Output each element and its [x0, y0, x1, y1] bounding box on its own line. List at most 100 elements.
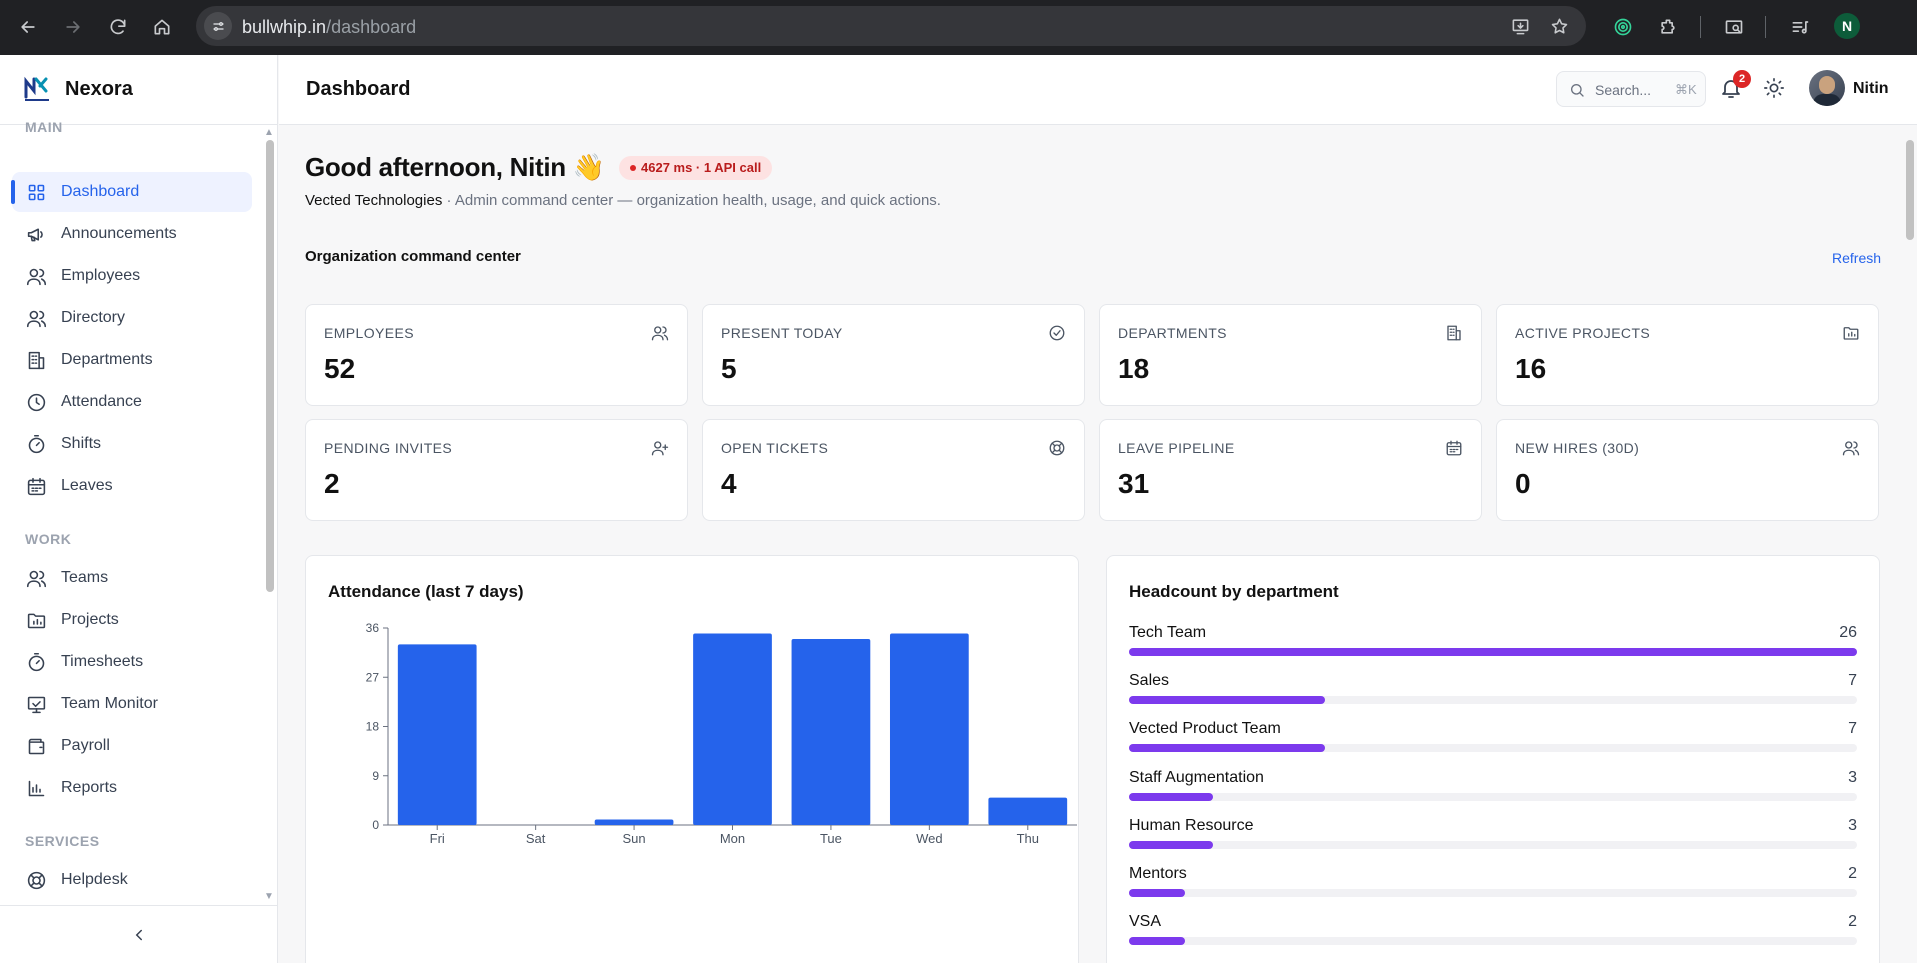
department-row: Tech Team 26	[1129, 624, 1857, 664]
sidebar-item-departments[interactable]: Departments	[12, 340, 252, 380]
stat-card-active-projects[interactable]: ACTIVE PROJECTS 16	[1496, 304, 1879, 406]
department-bar-track	[1129, 792, 1857, 801]
extensions-puzzle-icon[interactable]	[1654, 13, 1682, 41]
stat-value: 18	[1118, 353, 1150, 384]
user-plus-icon	[651, 441, 669, 456]
bookmark-star-icon[interactable]	[1545, 12, 1573, 40]
layout-grid-icon	[28, 184, 45, 201]
media-controls-icon[interactable]	[1786, 13, 1814, 41]
sidebar-item-leaves[interactable]: Leaves	[12, 466, 252, 506]
collapse-sidebar-button[interactable]	[0, 905, 278, 963]
department-count: 7	[1848, 720, 1857, 738]
users-icon	[26, 268, 47, 286]
forward-icon[interactable]	[59, 13, 87, 41]
install-app-icon[interactable]	[1506, 12, 1534, 40]
department-count: 7	[1848, 672, 1857, 690]
sidebar-item-team-monitor[interactable]: Team Monitor	[12, 684, 252, 724]
stat-card-open-tickets[interactable]: OPEN TICKETS 4	[702, 419, 1085, 521]
sidebar-item-teams[interactable]: Teams	[12, 558, 252, 598]
nexora-logo-icon	[24, 76, 49, 101]
sidebar-item-shifts[interactable]: Shifts	[12, 424, 252, 464]
sidebar-item-payroll[interactable]: Payroll	[12, 726, 252, 766]
department-name: Sales	[1129, 672, 1170, 690]
sidebar-item-dashboard[interactable]: Dashboard	[11, 172, 252, 212]
attendance-bar	[397, 644, 477, 825]
y-tick-label: 0	[372, 818, 379, 832]
stat-card-leave-pipeline[interactable]: LEAVE PIPELINE 31	[1099, 419, 1482, 521]
life-buoy-icon	[27, 871, 46, 890]
department-count: 3	[1848, 768, 1857, 786]
stat-card-departments[interactable]: DEPARTMENTS 18	[1099, 304, 1482, 406]
sidebar-item-employees[interactable]: Employees	[12, 256, 252, 296]
sidebar-item-attendance[interactable]: Attendance	[12, 382, 252, 422]
extension-target-icon[interactable]	[1609, 13, 1637, 41]
sidebar-item-label: Reports	[61, 779, 118, 796]
folder-chart-icon	[27, 613, 46, 629]
stat-value: 52	[324, 353, 356, 384]
address-bar[interactable]: bullwhip.in/dashboard	[196, 6, 1586, 46]
refresh-link[interactable]: Refresh	[1832, 250, 1882, 266]
stat-label: OPEN TICKETS	[721, 440, 829, 456]
page-title: Dashboard	[306, 78, 411, 100]
stat-label: PRESENT TODAY	[721, 325, 843, 341]
sidebar-item-reports[interactable]: Reports	[12, 768, 252, 808]
department-row: Vected Product Team 7	[1129, 720, 1857, 760]
sidebar-item-helpdesk[interactable]: Helpdesk	[12, 860, 252, 900]
brand[interactable]: Nexora	[0, 55, 278, 125]
department-row: Mentors 2	[1129, 865, 1857, 905]
x-tick-label: Tue	[820, 831, 842, 846]
stat-card-pending-invites[interactable]: PENDING INVITES 2	[305, 419, 688, 521]
department-bar-track	[1129, 889, 1857, 897]
theme-toggle-button[interactable]	[1763, 77, 1787, 101]
sidebar-item-label: Teams	[61, 569, 109, 586]
stat-card-new-hires[interactable]: NEW HIRES (30D) 0	[1496, 419, 1879, 521]
main-scrollbar[interactable]	[1906, 140, 1914, 240]
scroll-up-arrow[interactable]: ▲	[264, 127, 274, 138]
attendance-chart-title: Attendance (last 7 days)	[328, 582, 524, 601]
back-icon[interactable]	[14, 13, 42, 41]
sidebar-item-directory[interactable]: Directory	[12, 298, 252, 338]
sidebar-item-label: Announcements	[61, 225, 177, 242]
user-avatar[interactable]	[1809, 70, 1845, 106]
reload-icon[interactable]	[104, 13, 132, 41]
department-bar-fill	[1129, 792, 1213, 801]
sidebar-item-projects[interactable]: Projects	[12, 600, 252, 640]
nav-section-services: SERVICES	[25, 833, 100, 849]
search-icon	[1571, 84, 1584, 97]
notifications-button[interactable]: 2	[1719, 70, 1751, 102]
stat-label: ACTIVE PROJECTS	[1515, 325, 1651, 341]
department-row: Sales 7	[1129, 672, 1857, 712]
timer-icon	[28, 652, 45, 672]
stat-value: 31	[1118, 468, 1150, 499]
department-count: 2	[1848, 865, 1857, 882]
y-tick-label: 36	[366, 621, 380, 635]
department-name: Tech Team	[1129, 624, 1207, 641]
sidebar-item-timesheets[interactable]: Timesheets	[12, 642, 252, 682]
stat-card-present-today[interactable]: PRESENT TODAY 5	[702, 304, 1085, 406]
scroll-down-arrow[interactable]: ▼	[264, 891, 274, 902]
department-bar-fill	[1129, 696, 1325, 705]
timer-icon	[28, 434, 45, 454]
home-icon[interactable]	[148, 13, 176, 41]
browser-profile-avatar[interactable]: N	[1834, 13, 1860, 39]
brand-name: Nexora	[65, 78, 133, 100]
sidebar-scrollbar[interactable]	[266, 140, 274, 592]
sidebar-item-label: Directory	[61, 309, 126, 326]
url-text[interactable]: bullwhip.in/dashboard	[242, 17, 417, 37]
stat-label: PENDING INVITES	[324, 440, 453, 456]
nav-section-main: MAIN	[25, 119, 63, 135]
users-icon	[26, 310, 47, 328]
stat-value: 2	[324, 468, 340, 499]
x-tick-label: Sat	[526, 831, 546, 846]
user-name[interactable]: Nitin	[1853, 80, 1889, 97]
sidebar-item-announcements[interactable]: Announcements	[12, 214, 252, 254]
stat-card-employees[interactable]: EMPLOYEES 52	[305, 304, 688, 406]
department-bar-track	[1129, 648, 1857, 656]
x-tick-label: Wed	[916, 831, 943, 846]
tab-search-icon[interactable]	[1720, 13, 1748, 41]
search-input[interactable]: Search... ⌘K	[1556, 71, 1706, 107]
sidebar-item-label: Dashboard	[61, 183, 140, 200]
site-info-icon[interactable]	[204, 12, 232, 40]
department-bar-track	[1129, 937, 1857, 946]
department-name: Vected Product Team	[1129, 720, 1281, 738]
